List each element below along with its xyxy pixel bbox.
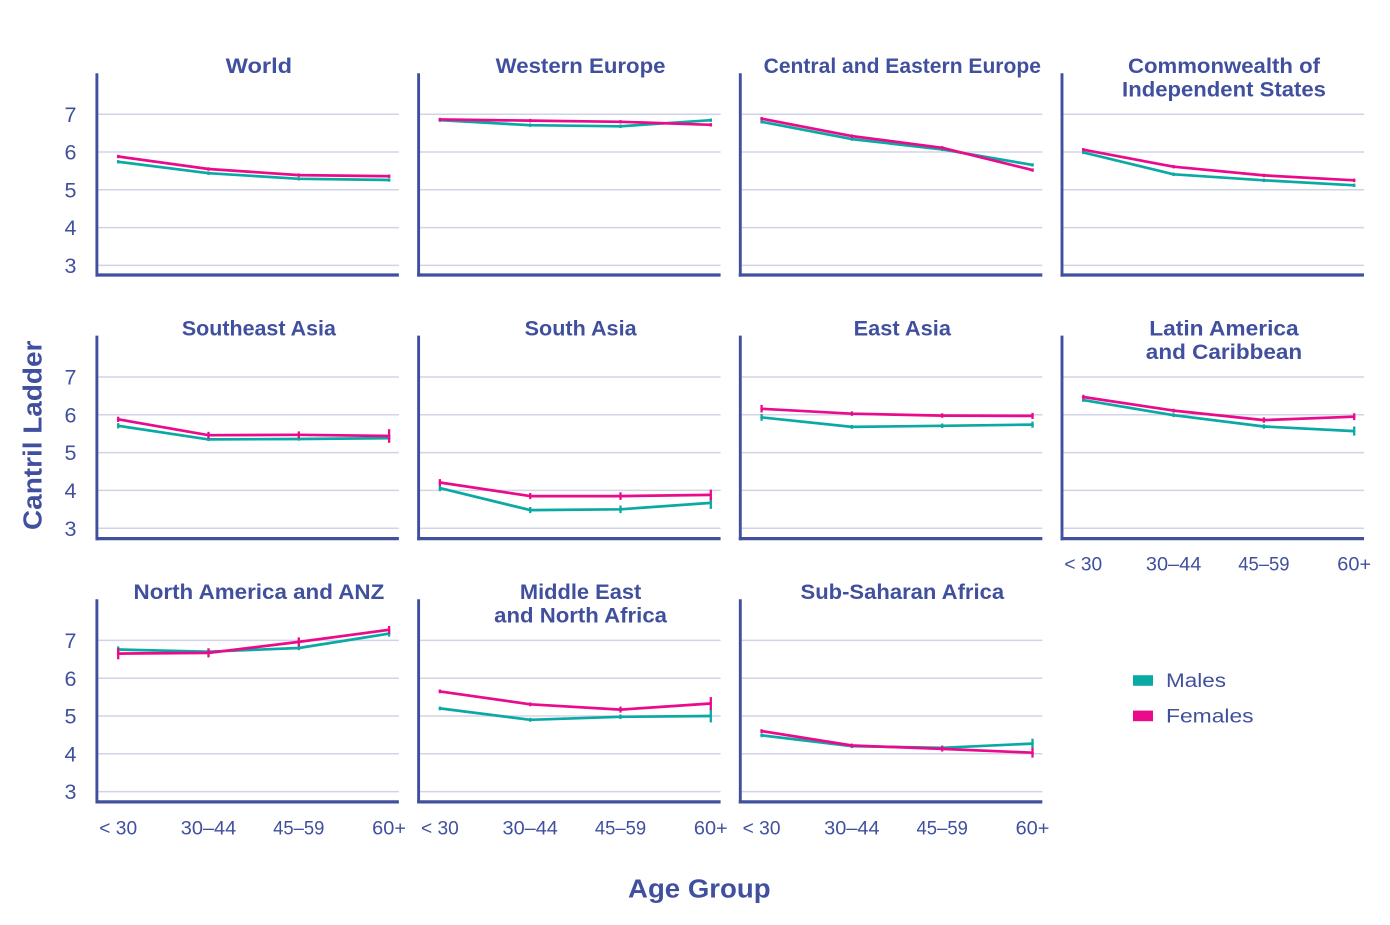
svg-text:30–44: 30–44	[824, 819, 880, 840]
svg-text:60+: 60+	[372, 819, 406, 840]
svg-text:30–44: 30–44	[1146, 555, 1202, 576]
svg-text:Southeast Asia: Southeast Asia	[182, 317, 336, 340]
svg-text:5: 5	[65, 705, 77, 729]
svg-text:60+: 60+	[694, 819, 728, 840]
svg-text:Independent States: Independent States	[1122, 78, 1326, 101]
svg-text:4: 4	[65, 216, 77, 240]
svg-text:and North Africa: and North Africa	[494, 604, 667, 627]
svg-text:60+: 60+	[1337, 555, 1371, 576]
svg-text:Commonwealth of: Commonwealth of	[1128, 55, 1321, 78]
svg-text:Western Europe: Western Europe	[496, 55, 666, 78]
svg-text:South Asia: South Asia	[525, 317, 637, 340]
svg-text:< 30: < 30	[99, 819, 137, 840]
svg-text:Cantril Ladder: Cantril Ladder	[20, 341, 48, 530]
svg-text:6: 6	[65, 403, 77, 427]
svg-text:45–59: 45–59	[273, 819, 324, 840]
svg-text:6: 6	[65, 667, 77, 691]
svg-text:and Caribbean: and Caribbean	[1146, 341, 1302, 364]
svg-text:Latin America: Latin America	[1149, 317, 1299, 340]
svg-text:45–59: 45–59	[595, 819, 646, 840]
svg-text:7: 7	[65, 103, 77, 127]
svg-text:45–59: 45–59	[1238, 555, 1289, 576]
svg-text:Central and Eastern Europe: Central and Eastern Europe	[764, 55, 1041, 78]
svg-text:Age Group: Age Group	[628, 875, 771, 903]
svg-text:Females: Females	[1166, 706, 1254, 727]
svg-text:6: 6	[65, 141, 77, 165]
svg-text:30–44: 30–44	[181, 819, 237, 840]
svg-text:5: 5	[65, 178, 77, 202]
svg-text:4: 4	[65, 742, 77, 766]
svg-text:< 30: < 30	[421, 819, 459, 840]
svg-text:45–59: 45–59	[917, 819, 968, 840]
svg-text:Sub-Saharan Africa: Sub-Saharan Africa	[801, 581, 1005, 604]
svg-text:60+: 60+	[1016, 819, 1050, 840]
svg-text:< 30: < 30	[1064, 555, 1102, 576]
svg-text:Middle East: Middle East	[520, 581, 641, 604]
svg-text:North America and ANZ: North America and ANZ	[134, 581, 385, 604]
svg-text:3: 3	[65, 780, 77, 804]
svg-text:East Asia: East Asia	[854, 317, 952, 340]
svg-text:7: 7	[65, 629, 77, 653]
svg-text:7: 7	[65, 366, 77, 390]
svg-text:5: 5	[65, 441, 77, 465]
svg-text:World: World	[226, 55, 292, 78]
svg-text:3: 3	[65, 254, 77, 278]
svg-text:3: 3	[65, 517, 77, 541]
svg-text:< 30: < 30	[743, 819, 781, 840]
svg-text:Males: Males	[1166, 671, 1226, 692]
svg-text:30–44: 30–44	[503, 819, 559, 840]
svg-text:4: 4	[65, 479, 77, 503]
